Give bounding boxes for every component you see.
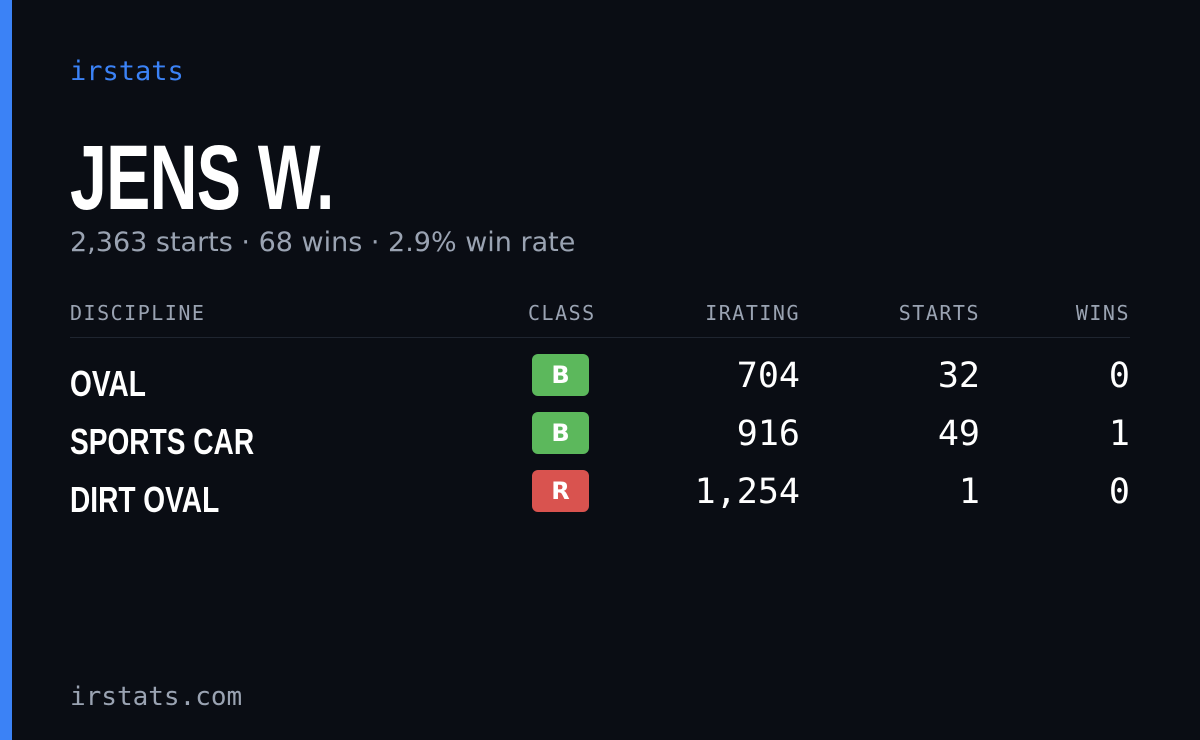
- brand: irstats: [70, 56, 184, 87]
- column-header: IRATING: [705, 301, 800, 325]
- discipline: DIRT OVAL: [70, 479, 220, 520]
- starts-value: 32: [937, 356, 980, 396]
- wins-value: 0: [1108, 472, 1130, 512]
- discipline: SPORTS CAR: [70, 421, 255, 462]
- irating-value: 916: [736, 414, 800, 454]
- column-header: STARTS: [898, 301, 980, 325]
- class-badge: B: [532, 412, 589, 454]
- driver-summary: 2,363 starts · 68 wins · 2.9% win rate: [70, 227, 576, 258]
- wins-value: 0: [1108, 356, 1130, 396]
- column-header: DISCIPLINE: [70, 301, 206, 325]
- footer: irstats.com: [70, 682, 243, 712]
- class-badge: R: [532, 470, 589, 512]
- column-header: WINS: [1075, 301, 1130, 325]
- accent-bar: [0, 0, 12, 740]
- starts-value: 49: [937, 414, 980, 454]
- driver-name: JENS W.: [70, 127, 334, 229]
- irating-value: 1,254: [694, 472, 800, 512]
- class-badge: B: [532, 354, 589, 396]
- column-header: CLASS: [528, 301, 596, 325]
- starts-value: 1: [958, 472, 980, 512]
- irating-value: 704: [736, 356, 800, 396]
- wins-value: 1: [1108, 414, 1130, 454]
- discipline: OVAL: [70, 363, 146, 404]
- header-rule: [70, 337, 1130, 338]
